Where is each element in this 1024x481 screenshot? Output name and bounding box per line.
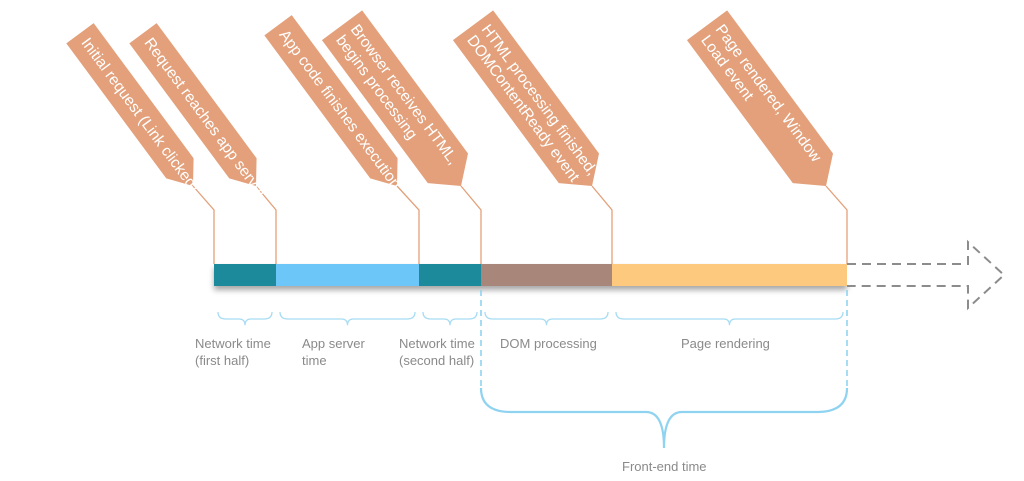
flag-shape <box>321 10 469 186</box>
timeline-bar <box>214 264 847 286</box>
segment-brace <box>484 311 609 326</box>
segment-network-second <box>419 264 481 286</box>
leader-line <box>825 185 848 264</box>
segment-label: App server <box>302 336 366 351</box>
frontend-annotation: Front-end time <box>479 290 849 474</box>
continuation-arrow <box>847 239 1006 311</box>
segment-label: Network time <box>399 336 475 351</box>
leader-line <box>255 185 277 264</box>
segment-annotation-dom-processing: DOM processing <box>484 311 609 351</box>
frontend-label: Front-end time <box>622 459 707 474</box>
segment-annotation-network-second: Network time (second half) <box>399 311 478 368</box>
segment-brace <box>279 311 416 326</box>
leader-line <box>460 185 482 264</box>
leader-line <box>396 185 420 264</box>
segment-page-rendering <box>612 264 847 286</box>
segment-annotation-app-server: App server time <box>279 311 416 368</box>
flag-shape <box>66 23 194 186</box>
segment-annotation-network-first: Network time (first half) <box>195 311 273 368</box>
segment-label: (second half) <box>399 353 474 368</box>
segment-label: (first half) <box>195 353 249 368</box>
segment-app-server <box>276 264 419 286</box>
segment-brace <box>217 311 273 326</box>
segment-brace <box>422 311 478 326</box>
segment-label: DOM processing <box>500 336 597 351</box>
event-flag-initial-request: Initial request (Link clicked) <box>66 23 215 264</box>
frontend-brace <box>479 387 849 449</box>
segment-label: Network time <box>195 336 271 351</box>
flag-shape <box>129 23 257 186</box>
segment-brace <box>615 311 844 326</box>
segment-label: time <box>302 353 327 368</box>
segment-annotation-page-rendering: Page rendering <box>615 311 844 351</box>
leader-line <box>591 185 613 264</box>
event-flag-html-processing-finished: HTML processing finished,DOMContentReady… <box>452 10 613 264</box>
segment-network-first <box>214 264 276 286</box>
flag-shape <box>686 10 834 186</box>
flag-shape <box>452 10 600 186</box>
flag-shape <box>264 15 398 186</box>
leader-line <box>192 185 215 264</box>
segment-label: Page rendering <box>681 336 770 351</box>
segment-dom-processing <box>481 264 612 286</box>
